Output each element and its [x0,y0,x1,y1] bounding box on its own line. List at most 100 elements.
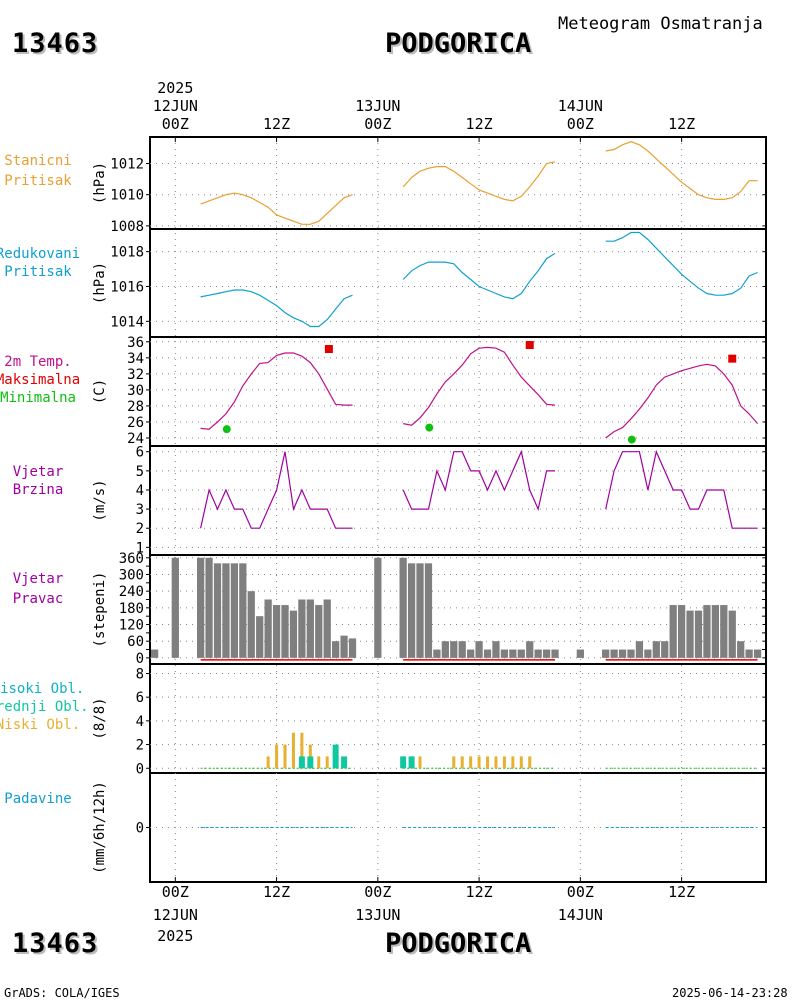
cloud-bar-low [477,756,481,769]
panel-label: Stanicni [4,153,71,169]
wind-direction-bar [247,591,255,658]
panel-label: 2m Temp. [4,354,71,370]
panel-label: Pravac [13,591,64,607]
panel-label: Pritisak [4,264,72,280]
grads-credit: GrADS: COLA/IGES [4,986,120,1000]
wind-direction-bar [458,641,466,658]
wind-direction-bar [737,641,745,658]
panel-label: Minimalna [0,390,76,406]
cloud-bar-mid [298,756,305,769]
y-axis-label: (m/s) [92,479,108,521]
y-tick-label: 1 [136,540,144,556]
series-line-wind_speed [605,449,758,529]
series-line-station_pressure [402,161,556,202]
wind-direction-bar [509,649,517,658]
y-tick-label: 30 [127,383,144,399]
y-axis-label: (8/8) [92,697,108,739]
wind-direction-bar [534,649,542,658]
wind-direction-bar [669,605,677,658]
min-temp-marker [627,435,636,444]
wind-direction-bar [475,641,483,658]
generation-timestamp: 2025-06-14-23:28 [672,986,788,1000]
wind-direction-bar [213,563,222,658]
y-tick-label: 2 [136,521,144,537]
y-tick-label: 1018 [110,245,144,261]
y-tick-label: 4 [136,483,144,499]
y-tick-label: 6 [136,690,144,706]
time-label-top: 00Z [162,115,189,133]
wind-direction-bar [492,641,500,658]
wind-direction-bar [315,605,323,658]
series-line-reduced_pressure [200,289,353,328]
y-axis-label: (stepeni) [92,572,108,648]
cloud-bar-mid [307,756,314,769]
panel-label: Pritisak [4,173,72,189]
y-axis-label: (C) [92,379,108,404]
wind-direction-bar [542,649,551,658]
cloud-bar-low [317,756,321,769]
wind-direction-bar [230,563,239,658]
meteogram-title: Meteogram Osmatranja [558,14,763,34]
y-axis-label: (mm/6h/12h) [92,781,108,874]
y-tick-label: 2 [136,738,144,754]
station-id: 13463 [12,28,99,59]
wind-direction-bar [576,649,584,658]
y-tick-label: 26 [127,415,144,431]
series-line-temperature [403,346,556,426]
time-label-top: 12Z [668,115,695,133]
wind-direction-bar [197,557,205,658]
wind-direction-bar [298,599,306,658]
wind-direction-bar [407,563,416,658]
y-tick-label: 1016 [110,279,144,295]
time-label-bottom: 00Z [162,883,189,901]
series-line-station_pressure [200,192,353,225]
time-label-bottom: 00Z [567,883,594,901]
wind-direction-bar [627,649,635,658]
y-tick-label: 34 [127,351,144,367]
time-label-bottom: 12Z [668,883,695,901]
cloud-bar-mid [341,756,348,769]
cloud-bar-low [452,756,456,769]
y-tick-label: 0 [136,761,144,777]
time-date-bottom: 13JUN [355,906,400,924]
wind-direction-bar [332,641,340,658]
wind-direction-bar [753,649,762,658]
wind-direction-bar [694,610,703,658]
cloud-bar-low [300,732,304,769]
time-label-top: 12Z [466,115,493,133]
wind-direction-bar [703,605,711,658]
y-tick-label: 36 [127,335,144,351]
y-tick-label: 1014 [110,314,144,330]
wind-direction-bar [720,605,728,658]
y-tick-label: 1010 [110,188,144,204]
wind-direction-bar [483,649,492,658]
wind-direction-bar [433,649,441,658]
station-id-bottom: 13463 [12,928,99,959]
min-temp-marker [222,425,231,434]
y-tick-label: 360 [119,551,144,567]
max-temp-marker [324,345,333,354]
time-label-bottom: 12Z [466,883,493,901]
panel-label: Padavine [4,791,71,807]
max-temp-marker [525,341,534,350]
wind-direction-bar [467,649,475,658]
y-tick-label: 32 [127,367,144,383]
wind-direction-bar [239,563,247,658]
wind-direction-bar [399,557,407,658]
y-tick-label: 6 [136,445,144,461]
y-tick-label: 1012 [110,157,144,173]
y-tick-label: 60 [127,634,144,650]
wind-direction-bar [450,641,458,658]
wind-direction-bar [348,638,357,658]
cloud-bar-low [502,756,506,769]
wind-direction-bar [644,649,652,658]
cloud-bar-low [291,732,295,769]
wind-direction-bar [264,599,272,658]
y-tick-label: 8 [136,666,144,682]
wind-direction-bar [661,641,669,658]
time-label-top: 00Z [364,115,391,133]
panel-label: Vjetar [13,464,64,480]
cloud-bar-low [283,744,287,769]
y-axis-label: (hPa) [92,162,108,204]
wind-direction-bar [374,557,382,658]
